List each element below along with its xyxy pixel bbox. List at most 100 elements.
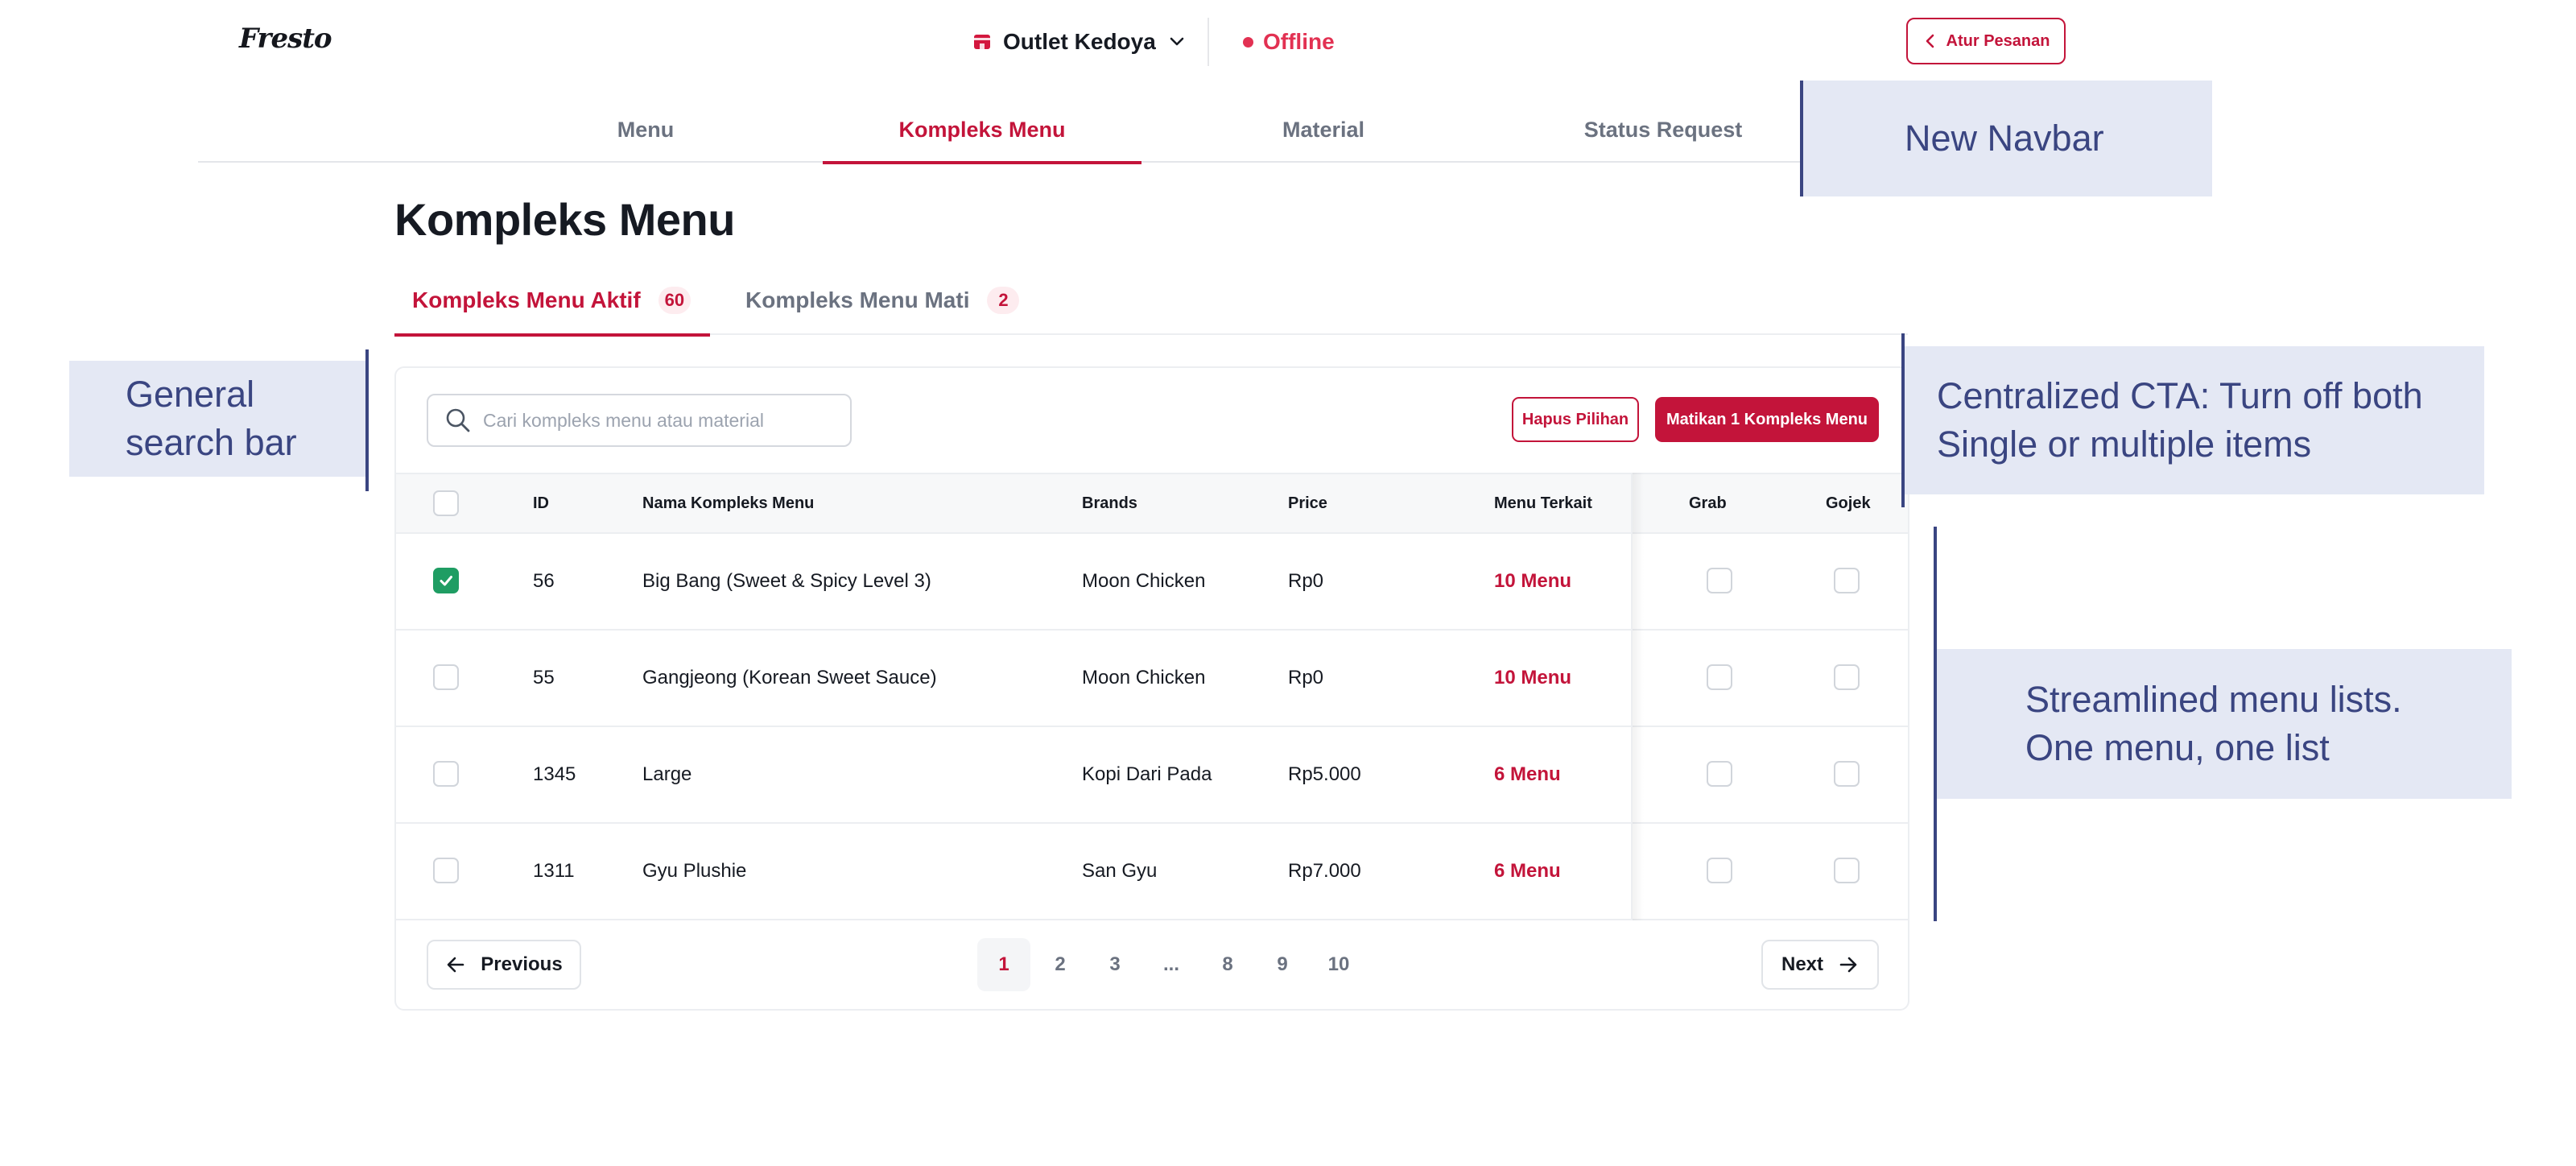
cell-price: Rp0 [1288, 667, 1324, 688]
grab-checkbox[interactable] [1707, 858, 1732, 883]
page-title: Kompleks Menu [394, 194, 735, 245]
nav-tab-kompleks-menu[interactable]: Kompleks Menu [823, 97, 1141, 164]
column-header-gojek: Gojek [1826, 494, 1871, 512]
page-8-button[interactable]: 8 [1222, 953, 1233, 975]
subtab-aktif-label: Kompleks Menu Aktif [412, 287, 641, 312]
sticky-column-shadow [1633, 473, 1644, 920]
annotation-centralized-cta: Centralized CTA: Turn off both Single or… [1905, 346, 2484, 494]
annotation-streamlined-lists: Streamlined menu lists. One menu, one li… [1937, 649, 2512, 799]
table-row[interactable]: 1311 Gyu Plushie San Gyu Rp7.000 6 Menu [396, 824, 1908, 920]
annotation-search-bar: General search bar [69, 361, 367, 477]
status-subtabs: Kompleks Menu Aktif 60 Kompleks Menu Mat… [394, 266, 1908, 337]
arrow-right-icon [1839, 957, 1857, 973]
row-checkbox[interactable] [433, 761, 459, 787]
nav-tab-menu[interactable]: Menu [617, 117, 675, 142]
page-3-button[interactable]: 3 [1109, 953, 1121, 975]
annotation-text: Centralized CTA: Turn off both [1937, 375, 2423, 416]
matikan-kompleks-menu-button[interactable]: Matikan 1 Kompleks Menu [1655, 397, 1879, 442]
gojek-checkbox[interactable] [1834, 761, 1860, 787]
annotation-text: One menu, one list [2025, 727, 2330, 768]
grab-checkbox[interactable] [1707, 568, 1732, 593]
atur-pesanan-button[interactable]: Atur Pesanan [1906, 18, 2066, 64]
gojek-checkbox[interactable] [1834, 664, 1860, 690]
cell-brand: Kopi Dari Pada [1082, 763, 1212, 785]
page-ellipsis: ... [1162, 953, 1179, 975]
cell-name: Large [642, 763, 692, 785]
table-row[interactable]: 55 Gangjeong (Korean Sweet Sauce) Moon C… [396, 631, 1908, 727]
subtab-mati[interactable]: Kompleks Menu Mati 2 [745, 266, 1020, 335]
previous-page-button[interactable]: Previous [427, 940, 581, 990]
nav-tab-status-request[interactable]: Status Request [1583, 117, 1743, 142]
header-divider [1208, 18, 1209, 66]
sticky-column-divider [1631, 473, 1633, 920]
select-all-checkbox[interactable] [433, 490, 459, 516]
annotation-text: Single or multiple items [1937, 424, 2312, 465]
subtab-aktif[interactable]: Kompleks Menu Aktif 60 [394, 266, 710, 337]
annotation-line [1901, 333, 1905, 507]
annotation-line [1800, 81, 1803, 196]
pagination: Previous 1 2 3 ... 8 9 10 Next [396, 920, 1908, 1011]
gojek-checkbox[interactable] [1834, 568, 1860, 593]
row-checkbox[interactable] [433, 664, 459, 690]
outlet-name: Outlet Kedoya [1003, 29, 1156, 54]
arrow-left-icon [447, 957, 464, 973]
annotation-line [365, 349, 369, 491]
outlet-selector[interactable]: Outlet Kedoya [972, 24, 1187, 60]
row-checkbox[interactable] [433, 858, 459, 883]
gojek-checkbox[interactable] [1834, 858, 1860, 883]
table-header: ID Nama Kompleks Menu Brands Price Menu … [396, 473, 1908, 534]
nav-tab-material[interactable]: Material [1282, 117, 1365, 142]
next-label: Next [1781, 953, 1824, 975]
subtab-mati-label: Kompleks Menu Mati [745, 287, 970, 312]
column-header-price: Price [1288, 494, 1327, 512]
cell-price: Rp0 [1288, 570, 1324, 592]
cell-name: Big Bang (Sweet & Spicy Level 3) [642, 570, 931, 592]
grab-checkbox[interactable] [1707, 761, 1732, 787]
status-dot-icon [1243, 36, 1253, 48]
fresto-logo: Fresto [239, 23, 332, 55]
grab-checkbox[interactable] [1707, 664, 1732, 690]
atur-pesanan-label: Atur Pesanan [1946, 31, 2050, 50]
annotation-line [1934, 527, 1937, 921]
column-header-grab: Grab [1689, 494, 1727, 512]
cell-name: Gyu Plushie [642, 860, 747, 882]
count-badge: 2 [987, 287, 1020, 314]
cell-brand: Moon Chicken [1082, 667, 1206, 688]
next-page-button[interactable]: Next [1761, 940, 1879, 990]
search-icon [446, 408, 470, 432]
annotation-text: Streamlined menu lists. [2025, 679, 2402, 720]
page-2-button[interactable]: 2 [1055, 953, 1066, 975]
row-checkbox[interactable] [433, 568, 459, 593]
chevron-down-icon [1170, 37, 1184, 46]
cell-menu-terkait-link[interactable]: 10 Menu [1494, 570, 1572, 592]
main-navbar: Menu Kompleks Menu Material Status Reque… [198, 97, 1803, 164]
store-icon [974, 35, 990, 49]
search-box[interactable] [427, 394, 852, 447]
column-header-name: Nama Kompleks Menu [642, 494, 815, 512]
page-9-button[interactable]: 9 [1277, 953, 1288, 975]
cell-id: 55 [533, 667, 555, 688]
page-10-button[interactable]: 10 [1327, 953, 1350, 975]
column-header-menu-terkait: Menu Terkait [1494, 494, 1592, 512]
cell-id: 1345 [533, 763, 576, 785]
kompleks-menu-card: Hapus Pilihan Matikan 1 Kompleks Menu ID… [394, 366, 1909, 1011]
table-row[interactable]: 1345 Large Kopi Dari Pada Rp5.000 6 Menu [396, 727, 1908, 824]
column-header-brands: Brands [1082, 494, 1137, 512]
cell-menu-terkait-link[interactable]: 10 Menu [1494, 667, 1572, 688]
annotation-text: General [126, 374, 255, 415]
page-1-button[interactable]: 1 [977, 938, 1030, 991]
cell-id: 56 [533, 570, 555, 592]
check-icon [440, 576, 452, 586]
cell-menu-terkait-link[interactable]: 6 Menu [1494, 860, 1561, 882]
cell-brand: San Gyu [1082, 860, 1158, 882]
table-row[interactable]: 56 Big Bang (Sweet & Spicy Level 3) Moon… [396, 534, 1908, 631]
annotation-text: New Navbar [1905, 118, 2104, 159]
status-label: Offline [1263, 29, 1335, 54]
previous-label: Previous [481, 953, 563, 975]
cell-menu-terkait-link[interactable]: 6 Menu [1494, 763, 1561, 785]
count-badge: 60 [658, 287, 691, 314]
column-header-id: ID [533, 494, 549, 512]
hapus-pilihan-button[interactable]: Hapus Pilihan [1512, 397, 1639, 442]
search-input[interactable] [483, 409, 837, 432]
cell-brand: Moon Chicken [1082, 570, 1206, 592]
